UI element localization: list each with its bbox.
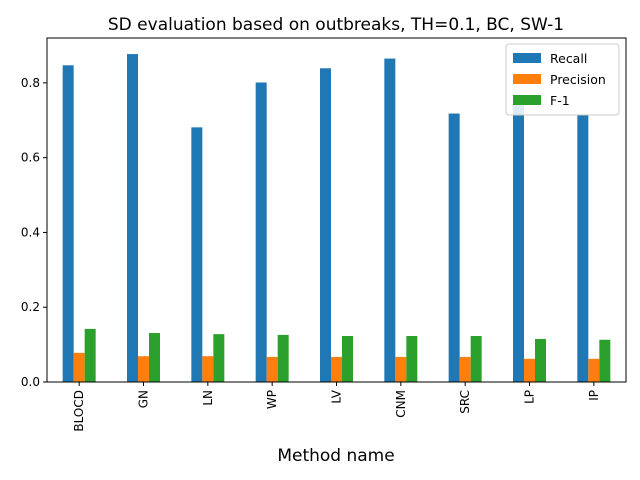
bar-recall-cnm xyxy=(384,58,396,382)
legend: Recall Precision F-1 xyxy=(505,43,620,116)
x-axis-label: Method name xyxy=(277,446,394,466)
bar-precision-ip xyxy=(588,358,600,382)
bar-precision-src xyxy=(459,356,471,382)
bar-recall-wp xyxy=(255,82,267,382)
y-axis: 0.0 0.2 0.4 0.6 0.8 xyxy=(21,76,47,389)
y-tick-label: 0.2 xyxy=(21,300,40,314)
x-tick-label: LP xyxy=(523,390,537,404)
bar-recall-lv xyxy=(320,68,331,382)
bar-precision-wp xyxy=(266,356,278,382)
bar-f-1-lv xyxy=(342,336,353,382)
bar-recall-lp xyxy=(513,99,524,383)
x-tick-label: IP xyxy=(587,390,601,401)
bar-f-1-gn xyxy=(149,333,160,382)
bar-f-1-lp xyxy=(535,339,546,382)
y-tick-label: 0.4 xyxy=(21,225,40,239)
bars-group xyxy=(62,54,611,383)
bar-precision-lv xyxy=(331,356,342,382)
bar-f-1-src xyxy=(470,336,482,382)
x-tick-label: LV xyxy=(330,389,344,403)
bar-recall-ip xyxy=(577,114,589,382)
legend-swatch xyxy=(513,95,541,105)
chart-title: SD evaluation based on outbreaks, TH=0.1… xyxy=(108,15,564,35)
bar-f-1-blocd xyxy=(84,328,96,382)
legend-label: F-1 xyxy=(550,93,570,108)
x-tick-label: BLOCD xyxy=(72,390,86,432)
legend-label: Recall xyxy=(550,51,587,66)
x-tick-label: SRC xyxy=(458,390,472,414)
legend-label: Precision xyxy=(550,72,606,87)
bar-precision-ln xyxy=(202,356,214,382)
y-tick-label: 0.0 xyxy=(21,375,40,389)
legend-swatch xyxy=(513,53,541,63)
x-tick-label: WP xyxy=(265,390,279,409)
bar-f-1-wp xyxy=(277,334,289,382)
bar-recall-gn xyxy=(127,54,138,383)
x-tick-label: LN xyxy=(201,390,215,406)
bar-precision-gn xyxy=(138,356,149,382)
bar-precision-lp xyxy=(524,358,535,382)
y-tick-label: 0.6 xyxy=(21,151,40,165)
x-tick-label: CNM xyxy=(394,390,408,418)
legend-swatch xyxy=(513,74,541,84)
x-tick-label: GN xyxy=(137,390,151,408)
bar-precision-cnm xyxy=(395,356,407,382)
bar-recall-src xyxy=(448,113,460,383)
bar-recall-blocd xyxy=(62,65,74,382)
y-tick-label: 0.8 xyxy=(21,76,40,90)
bar-f-1-ip xyxy=(599,339,611,382)
bar-f-1-ln xyxy=(213,334,225,382)
bar-f-1-cnm xyxy=(406,336,418,382)
bar-recall-ln xyxy=(191,127,203,382)
bar-precision-blocd xyxy=(73,352,85,382)
x-axis: BLOCD GN LN WP LV CNM SRC LP IP xyxy=(72,382,601,432)
